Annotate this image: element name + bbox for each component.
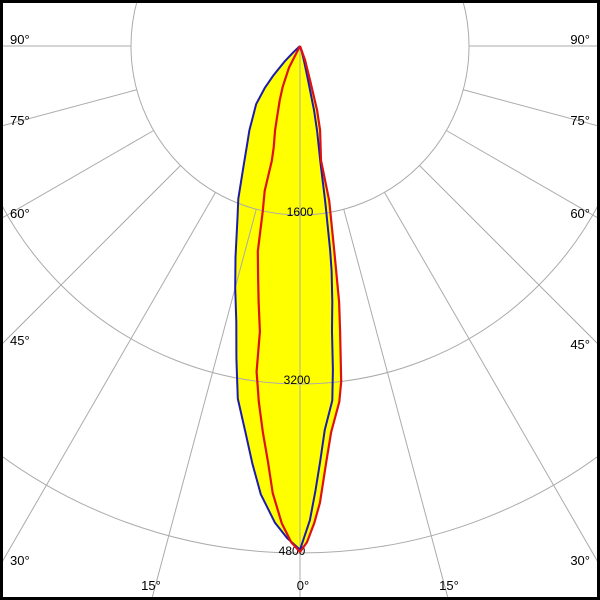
angle-tick-label-right: 75° xyxy=(570,113,590,128)
angle-tick-label-right: 90° xyxy=(570,32,590,47)
grid-radial-line xyxy=(151,209,257,600)
angle-tick-label-bottom: 15° xyxy=(141,578,161,593)
angle-tick-label-bottom: 15° xyxy=(439,578,459,593)
angle-tick-label-left: 60° xyxy=(10,206,30,221)
curve-c0-c180 xyxy=(234,45,334,551)
grid-radial-line xyxy=(463,89,600,127)
grid-radial-line xyxy=(0,165,181,347)
radial-tick-label: 1600 xyxy=(287,205,314,219)
angle-tick-label-left: 30° xyxy=(10,553,30,568)
grid-radial-line xyxy=(419,165,600,347)
angle-tick-label-right: 45° xyxy=(570,337,590,352)
grid-radial-line xyxy=(0,192,216,567)
grid-radial-line xyxy=(343,209,449,600)
radial-tick-label: 3200 xyxy=(284,373,311,387)
angle-tick-label-right: 60° xyxy=(570,206,590,221)
angle-tick-label-right: 30° xyxy=(570,553,590,568)
angle-tick-label-left: 45° xyxy=(10,333,30,348)
angle-tick-label-left: 75° xyxy=(10,113,30,128)
grid-radial-line xyxy=(0,130,154,220)
curve-c90-c270 xyxy=(255,45,343,553)
grid-radial-line xyxy=(0,89,137,127)
angle-tick-label-left: 90° xyxy=(10,32,30,47)
grid-radial-line xyxy=(384,192,600,567)
angle-tick-label-bottom: 0° xyxy=(297,578,309,593)
grid-radial-line xyxy=(446,130,600,220)
